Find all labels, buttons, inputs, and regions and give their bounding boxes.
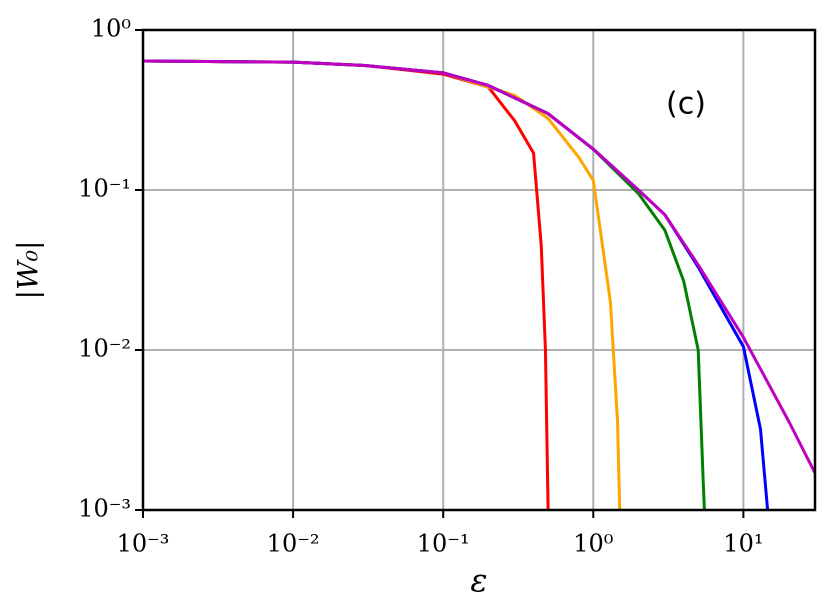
line-series — [143, 59, 706, 510]
x-axis-label: ε — [470, 562, 487, 600]
y-tick-label: 10⁻² — [78, 335, 131, 363]
line-series — [143, 59, 770, 510]
x-tick-label: 10⁻³ — [117, 530, 170, 558]
y-tick-label: 10⁻¹ — [78, 175, 131, 203]
plot-frame — [141, 28, 817, 512]
x-tick-label: 10⁻² — [267, 530, 320, 558]
y-axis-label: |W₀| — [12, 241, 45, 300]
line-series — [143, 59, 550, 510]
y-tick-label: 10⁻³ — [78, 495, 131, 523]
y-tick-label: 10⁰ — [91, 15, 131, 43]
x-tick-label: 10¹ — [723, 530, 763, 558]
x-tick-label: 10⁰ — [573, 530, 613, 558]
line-series — [143, 59, 815, 474]
x-tick-label: 10⁻¹ — [417, 530, 470, 558]
annotation: (c) — [666, 87, 706, 122]
